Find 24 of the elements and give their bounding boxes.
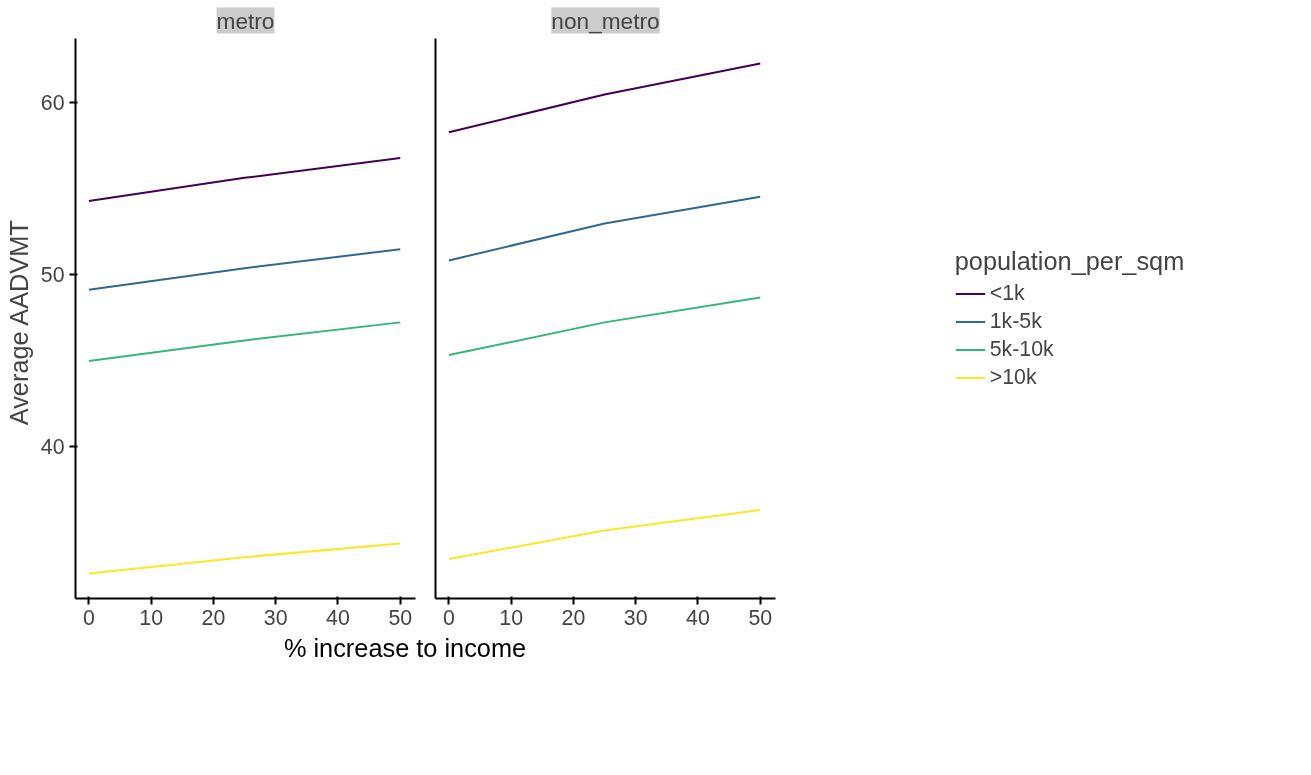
legend-label: 5k-10k — [989, 336, 1054, 362]
x-tick-label: 50 — [388, 605, 413, 630]
x-tick-label: 10 — [139, 605, 164, 630]
x-tick-label: 40 — [686, 605, 710, 630]
y-tick-label: 60 — [40, 90, 65, 115]
y-tick-label: 40 — [40, 434, 65, 459]
chart-title: non_metro — [551, 7, 660, 34]
x-tick-label: 10 — [499, 605, 524, 630]
x-tick-label: 0 — [442, 605, 455, 630]
x-tick-label: 50 — [748, 605, 773, 630]
x-tick-label: 20 — [201, 605, 226, 630]
legend-label: <1k — [989, 280, 1025, 306]
x-tick-label: 20 — [561, 605, 586, 630]
x-tick-label: 40 — [326, 605, 350, 630]
x-axis-title: % increase to income — [283, 633, 527, 664]
y-axis-title: Average AADVMT — [4, 220, 33, 426]
x-tick-label: 30 — [623, 605, 648, 630]
x-tick-label: 0 — [82, 605, 95, 630]
chart-title: metro — [216, 7, 275, 34]
x-tick-label: 30 — [263, 605, 288, 630]
y-tick-label: 50 — [40, 262, 65, 287]
legend-label: >10k — [989, 364, 1037, 390]
legend-title: population_per_sqm — [954, 246, 1185, 276]
legend-label: 1k-5k — [989, 308, 1042, 334]
